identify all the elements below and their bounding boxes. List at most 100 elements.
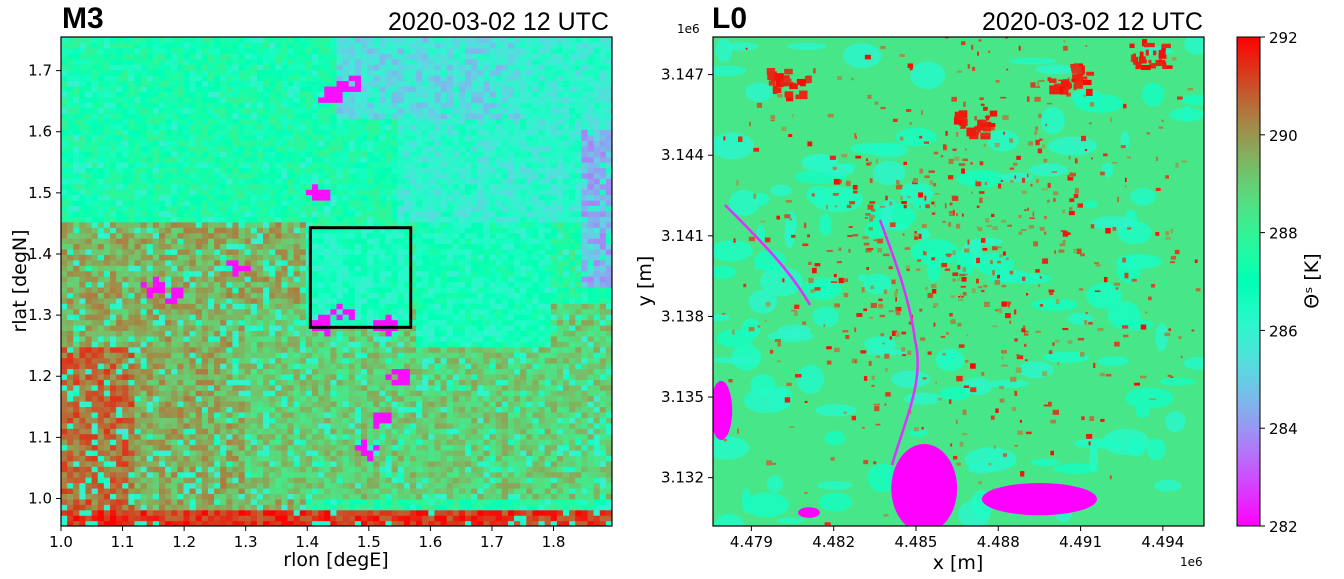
heatmap-cell xyxy=(495,363,503,370)
heatmap-cell xyxy=(569,406,576,413)
heatmap-cell xyxy=(367,401,374,408)
heatmap-cell xyxy=(434,433,442,440)
heatmap-cell xyxy=(465,477,472,484)
heatmap-cell xyxy=(532,384,540,391)
heatmap-cell xyxy=(207,352,215,359)
heatmap-cell xyxy=(360,509,368,516)
heatmap-cell xyxy=(195,335,203,342)
heatmap-cell xyxy=(471,444,478,451)
heatmap-cell xyxy=(520,466,527,473)
heatmap-cell xyxy=(452,455,460,462)
heatmap-cell xyxy=(330,373,338,380)
heatmap-cell xyxy=(238,276,246,283)
heatmap-cell xyxy=(556,493,564,500)
heatmap-cell xyxy=(391,444,399,451)
heatmap-cell xyxy=(563,373,570,380)
heatmap-cell xyxy=(532,368,540,375)
heatmap-cell xyxy=(409,379,417,386)
heatmap-cell xyxy=(97,482,105,489)
heatmap-cell xyxy=(409,341,417,348)
heatmap-cell xyxy=(409,335,417,342)
heatmap-cell xyxy=(385,238,393,245)
heatmap-cell xyxy=(336,259,344,266)
heatmap-cell xyxy=(428,346,436,353)
heatmap-cell xyxy=(189,363,197,370)
heatmap-cell xyxy=(483,417,491,424)
heatmap-cell xyxy=(299,265,307,272)
heatmap-cell xyxy=(495,487,503,494)
heatmap-cell xyxy=(544,482,552,489)
heatmap-cell xyxy=(152,509,160,516)
heatmap-cell xyxy=(385,352,393,359)
heatmap-cell xyxy=(440,292,448,299)
heatmap-cell xyxy=(605,352,612,359)
heatmap-cell xyxy=(477,493,485,500)
heatmap-cell xyxy=(232,297,240,304)
heatmap-cell xyxy=(397,330,405,337)
heatmap-cell xyxy=(452,417,460,424)
heatmap-cell xyxy=(556,411,564,418)
heatmap-cell xyxy=(514,520,521,526)
heatmap-cell xyxy=(489,346,497,353)
heatmap-cell xyxy=(122,433,129,440)
heatmap-cell xyxy=(422,368,429,375)
heatmap-cell xyxy=(501,439,509,446)
heatmap-cell xyxy=(128,455,136,462)
heatmap-cell xyxy=(526,509,534,516)
heatmap-cell xyxy=(348,406,356,413)
heatmap-cell xyxy=(305,471,313,478)
heatmap-cell xyxy=(226,232,234,239)
heatmap-cell xyxy=(324,439,331,446)
heatmap-cell xyxy=(440,460,448,467)
heatmap-cell xyxy=(214,363,221,370)
heatmap-cell xyxy=(238,319,246,326)
heatmap-cell xyxy=(593,373,601,380)
heatmap-cell xyxy=(244,460,252,467)
heatmap-cell xyxy=(385,281,393,288)
heatmap-cell xyxy=(422,411,429,418)
heatmap-cell xyxy=(299,281,307,288)
heatmap-cell xyxy=(483,422,491,429)
heatmap-cell xyxy=(238,520,246,526)
heatmap-cell xyxy=(232,422,240,429)
heatmap-cell xyxy=(312,422,319,429)
heatmap-cell xyxy=(489,384,497,391)
heatmap-cell xyxy=(556,401,564,408)
heatmap-cell xyxy=(520,379,527,386)
heatmap-cell xyxy=(287,341,295,348)
heatmap-cell xyxy=(318,352,325,359)
heatmap-cell xyxy=(122,265,129,272)
heatmap-cell xyxy=(360,444,368,451)
heatmap-cell xyxy=(122,232,129,239)
heatmap-cell xyxy=(544,265,552,272)
heatmap-cell xyxy=(140,270,148,277)
heatmap-cell xyxy=(263,227,270,234)
heatmap-cell xyxy=(367,390,374,397)
heatmap-cell xyxy=(501,259,509,266)
heatmap-cell xyxy=(391,292,399,299)
heatmap-cell xyxy=(416,455,423,462)
heatmap-cell xyxy=(256,449,264,456)
heatmap-cell xyxy=(532,401,540,408)
heatmap-cell xyxy=(544,471,552,478)
heatmap-cell xyxy=(446,520,454,526)
heatmap-cell xyxy=(354,477,362,484)
heatmap-cell xyxy=(360,227,368,234)
heatmap-cell xyxy=(422,335,429,342)
heatmap-cell xyxy=(263,238,270,245)
heatmap-cell xyxy=(226,433,234,440)
heatmap-cell xyxy=(434,455,442,462)
heatmap-cell xyxy=(422,390,429,397)
heatmap-cell xyxy=(165,227,172,234)
heatmap-cell xyxy=(73,286,80,293)
heatmap-cell xyxy=(544,324,552,331)
heatmap-cell xyxy=(103,330,111,337)
heatmap-cell xyxy=(275,493,282,500)
heatmap-cell xyxy=(422,303,429,310)
heatmap-cell xyxy=(434,390,442,397)
heatmap-cell xyxy=(67,276,74,283)
heatmap-cell xyxy=(379,493,387,500)
heatmap-cell xyxy=(220,460,227,467)
heatmap-cell xyxy=(324,232,331,239)
heatmap-cell xyxy=(593,314,601,321)
